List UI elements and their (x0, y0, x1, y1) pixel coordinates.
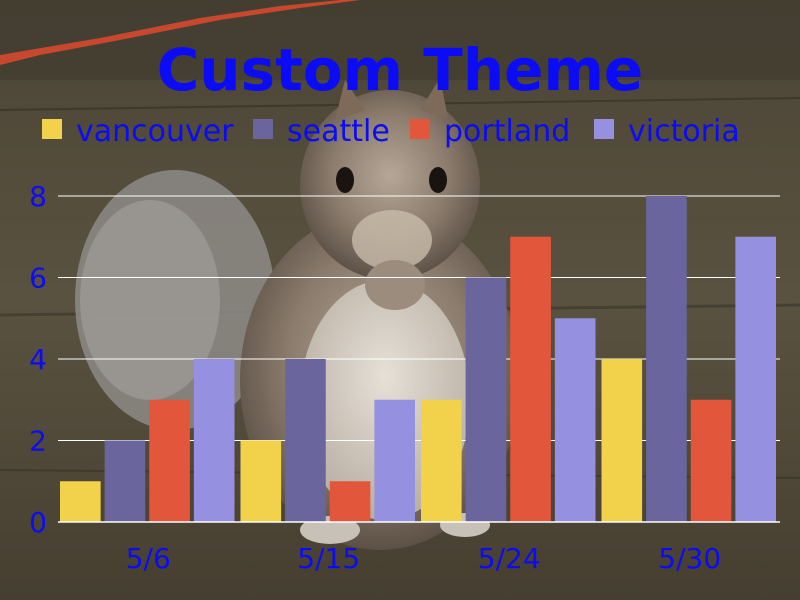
legend-swatch-vancouver (42, 119, 62, 139)
y-tick-label: 8 (29, 180, 47, 213)
legend-label-victoria: victoria (628, 114, 740, 149)
x-tick-label: 5/24 (478, 542, 541, 575)
y-tick-label: 6 (29, 262, 47, 295)
bar-seattle-1 (285, 359, 326, 522)
bar-seattle-0 (104, 440, 146, 522)
legend-swatch-victoria (594, 119, 614, 139)
legend: vancouver seattle portland victoria (42, 114, 740, 149)
legend-label-seattle: seattle (287, 114, 390, 149)
chart-title: Custom Theme (157, 36, 644, 104)
bar-vancouver-1 (240, 440, 282, 522)
bar-victoria-1 (374, 399, 415, 522)
legend-swatch-seattle (253, 119, 273, 139)
legend-swatch-portland (410, 119, 430, 139)
legend-label-portland: portland (444, 114, 570, 149)
x-tick-label: 5/15 (297, 542, 360, 575)
bar-vancouver-2 (421, 399, 462, 522)
bar-portland-0 (149, 399, 190, 522)
bar-vancouver-3 (601, 359, 643, 522)
y-tick-label: 2 (29, 425, 47, 458)
x-tick-label: 5/6 (126, 542, 171, 575)
y-tick-label: 0 (29, 506, 47, 539)
axes: 0 2 4 6 8 5/6 5/15 5/24 5/30 (29, 180, 780, 575)
bar-seattle-2 (465, 277, 507, 522)
bar-portland-2 (510, 236, 551, 522)
bar-seattle-3 (646, 196, 687, 522)
y-tick-label: 4 (29, 343, 47, 376)
bar-vancouver-0 (60, 481, 101, 522)
bar-victoria-3 (735, 236, 776, 522)
legend-label-vancouver: vancouver (76, 114, 234, 149)
bar-portland-1 (329, 481, 371, 522)
bar-victoria-0 (193, 359, 235, 522)
x-tick-label: 5/30 (658, 542, 721, 575)
bar-portland-3 (690, 399, 732, 522)
bars (60, 196, 776, 522)
bar-victoria-2 (554, 318, 596, 522)
